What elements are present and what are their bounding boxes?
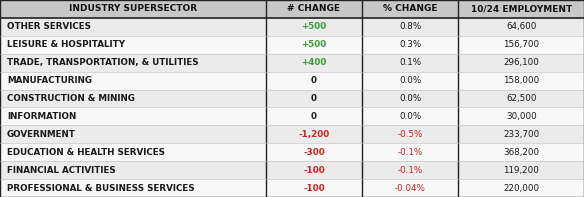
Text: 0: 0 — [311, 76, 317, 85]
Bar — [0, 0, 266, 18]
Text: LEISURE & HOSPITALITY: LEISURE & HOSPITALITY — [7, 40, 125, 49]
Bar — [0, 107, 584, 125]
Text: PROFESSIONAL & BUSINESS SERVICES: PROFESSIONAL & BUSINESS SERVICES — [7, 184, 194, 192]
Text: +500: +500 — [301, 22, 326, 31]
Bar — [0, 18, 584, 36]
Text: 0.0%: 0.0% — [399, 112, 422, 121]
Bar — [0, 179, 584, 197]
Bar — [0, 72, 584, 90]
Text: 233,700: 233,700 — [503, 130, 540, 139]
Text: 119,200: 119,200 — [503, 166, 539, 175]
Text: -300: -300 — [303, 148, 325, 157]
Text: 0.0%: 0.0% — [399, 76, 422, 85]
Text: 10/24 EMPLOYMENT: 10/24 EMPLOYMENT — [471, 5, 572, 13]
Text: -1,200: -1,200 — [298, 130, 329, 139]
Text: MANUFACTURING: MANUFACTURING — [7, 76, 92, 85]
Bar — [458, 0, 584, 18]
Text: 0.3%: 0.3% — [399, 40, 422, 49]
Text: 64,600: 64,600 — [506, 22, 537, 31]
Text: 158,000: 158,000 — [503, 76, 540, 85]
Text: 368,200: 368,200 — [503, 148, 539, 157]
Text: +400: +400 — [301, 58, 326, 67]
Text: 220,000: 220,000 — [503, 184, 539, 192]
Text: INDUSTRY SUPERSECTOR: INDUSTRY SUPERSECTOR — [69, 5, 197, 13]
Text: % CHANGE: % CHANGE — [383, 5, 437, 13]
Bar — [0, 90, 584, 107]
Text: 0.8%: 0.8% — [399, 22, 422, 31]
Text: -0.1%: -0.1% — [398, 166, 423, 175]
Text: 156,700: 156,700 — [503, 40, 539, 49]
Text: FINANCIAL ACTIVITIES: FINANCIAL ACTIVITIES — [7, 166, 116, 175]
Text: 0.0%: 0.0% — [399, 94, 422, 103]
Text: 62,500: 62,500 — [506, 94, 537, 103]
Text: # CHANGE: # CHANGE — [287, 5, 340, 13]
Text: -0.1%: -0.1% — [398, 148, 423, 157]
Text: 296,100: 296,100 — [503, 58, 539, 67]
Bar — [0, 36, 584, 54]
Text: 0: 0 — [311, 112, 317, 121]
Text: -100: -100 — [303, 166, 325, 175]
Text: +500: +500 — [301, 40, 326, 49]
Text: 0: 0 — [311, 94, 317, 103]
Bar — [266, 0, 362, 18]
Text: INFORMATION: INFORMATION — [7, 112, 77, 121]
Text: OTHER SERVICES: OTHER SERVICES — [7, 22, 91, 31]
Text: 0.1%: 0.1% — [399, 58, 421, 67]
Bar — [0, 54, 584, 72]
Text: -100: -100 — [303, 184, 325, 192]
Text: CONSTRUCTION & MINING: CONSTRUCTION & MINING — [7, 94, 135, 103]
Text: -0.5%: -0.5% — [398, 130, 423, 139]
Text: 30,000: 30,000 — [506, 112, 537, 121]
Text: EDUCATION & HEALTH SERVICES: EDUCATION & HEALTH SERVICES — [7, 148, 165, 157]
Bar — [0, 161, 584, 179]
Text: -0.04%: -0.04% — [395, 184, 426, 192]
Bar — [0, 125, 584, 143]
Text: TRADE, TRANSPORTATION, & UTILITIES: TRADE, TRANSPORTATION, & UTILITIES — [7, 58, 199, 67]
Text: GOVERNMENT: GOVERNMENT — [7, 130, 76, 139]
Bar — [362, 0, 458, 18]
Bar — [0, 143, 584, 161]
